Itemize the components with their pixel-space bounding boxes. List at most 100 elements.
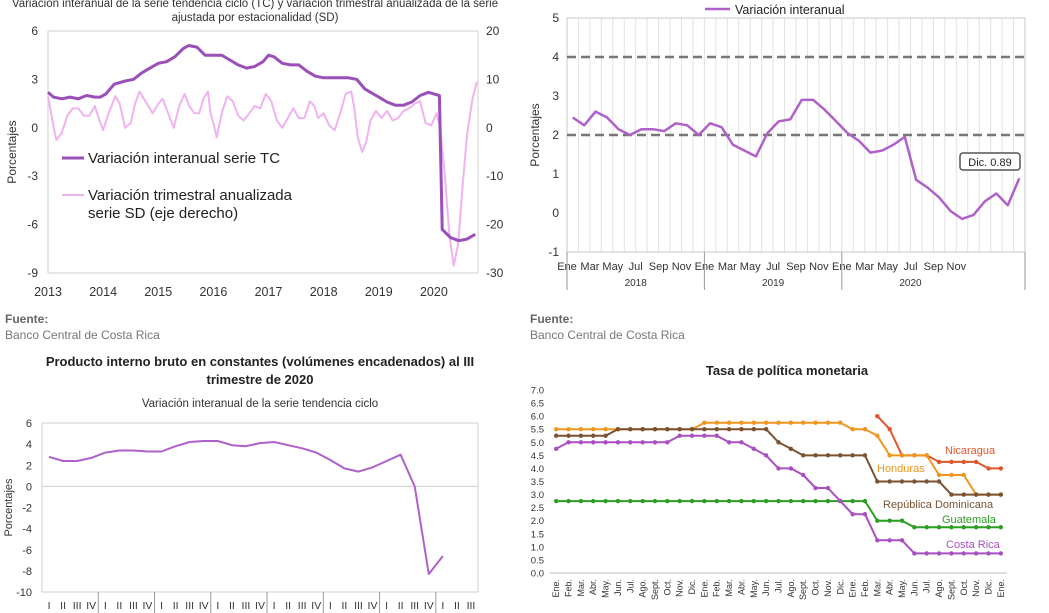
data-point	[689, 427, 695, 432]
x-tick-label: May	[602, 261, 623, 273]
x-tick-label: II	[229, 600, 235, 612]
chart-panel-tc-sd: Variación interanual de la serie tendenc…	[0, 0, 520, 305]
data-point	[702, 420, 707, 425]
y-tick-label: -6	[27, 218, 38, 232]
x-tick-label: Nov.	[823, 579, 833, 597]
data-point	[665, 440, 670, 445]
data-point	[628, 498, 633, 504]
x-tick-label: Jul	[629, 261, 643, 273]
x-tick-label: I	[160, 600, 163, 612]
x-tick-label: III	[73, 600, 82, 612]
data-point	[912, 453, 917, 458]
y-tick-label: 2.0	[531, 516, 544, 527]
data-point	[578, 498, 584, 504]
data-point	[714, 433, 719, 438]
data-point	[726, 440, 732, 445]
x-tick-label: Dic.	[835, 579, 845, 595]
data-point	[973, 525, 979, 530]
x-tick-label: I	[385, 600, 388, 612]
y2-tick-label: 10	[486, 72, 500, 86]
data-point	[566, 433, 571, 438]
x-tick-label: Ene.	[551, 579, 561, 598]
y-tick-label: -2	[22, 503, 32, 515]
y-axis-label: Porcentajes	[3, 478, 15, 537]
y-tick-label: -10	[16, 587, 32, 599]
data-point	[714, 498, 719, 504]
y-tick-label: 1.5	[531, 529, 544, 540]
x-tick-label: Mar	[580, 261, 599, 273]
data-point	[677, 433, 682, 438]
data-point	[998, 551, 1004, 556]
x-tick-label: May.	[897, 579, 907, 598]
data-point	[702, 498, 707, 504]
y2-tick-label: 0	[486, 121, 493, 135]
data-point	[702, 433, 707, 438]
data-point	[961, 551, 966, 556]
y-tick-label: -3	[27, 169, 38, 183]
x-tick-label: IV	[199, 600, 209, 612]
x-tick-label: II	[398, 600, 404, 612]
plot-frame	[47, 30, 479, 274]
annotation-box	[959, 152, 1021, 171]
x-tick-label: May	[877, 261, 898, 273]
x-tick-label: III	[467, 600, 476, 612]
x-tick-label: Sept.	[798, 579, 808, 600]
x-tick-label: I	[329, 600, 332, 612]
x-tick-label: Mar.	[724, 579, 734, 597]
x-tick-label: Nov.	[971, 579, 981, 597]
x-tick-label: IV	[143, 600, 153, 612]
data-point	[986, 492, 991, 497]
x-tick-label: Mar	[855, 261, 874, 273]
x-tick-label: May.	[749, 579, 759, 598]
data-point	[825, 485, 831, 491]
data-point	[776, 440, 781, 445]
x-tick-label: Jul.	[922, 579, 932, 593]
data-point	[887, 518, 892, 523]
data-point	[875, 433, 880, 438]
data-point	[776, 466, 781, 471]
data-point	[998, 525, 1004, 530]
data-point	[801, 498, 806, 504]
source-text-right: Banco Central de Costa Rica	[530, 328, 685, 342]
x-tick-label: II	[116, 600, 122, 612]
y-tick-label: -6	[22, 545, 32, 557]
chart-tpm: 7.0 6.5 6.0 5.5 5.0 4.5 4.0 3.5 3.0 2.5 2.0 1.5 1.0 0…	[531, 386, 1007, 600]
x-tick-label: Jun.	[909, 579, 919, 596]
data-point	[603, 433, 608, 438]
data-point	[825, 498, 831, 504]
y-tick-label: 2	[26, 460, 32, 472]
y-tick-label: 3	[552, 89, 559, 103]
data-point	[813, 498, 818, 504]
data-point	[776, 498, 781, 504]
x-tick-label: Jul	[766, 261, 780, 273]
data-point	[566, 427, 571, 432]
x-tick-label: Sep	[786, 261, 806, 273]
data-point	[875, 479, 880, 484]
x-tick-label: Ene.	[996, 579, 1006, 598]
data-point	[986, 525, 991, 530]
y-tick-label: 4.0	[531, 464, 544, 475]
data-point	[801, 420, 806, 425]
data-point	[763, 453, 769, 458]
x-tick-label: 2020	[420, 285, 448, 299]
y-tick-label: 4	[552, 50, 559, 64]
data-point	[591, 433, 596, 438]
x-tick-label: II	[454, 600, 460, 612]
data-point	[603, 498, 608, 504]
chart-subtitle: Variación interanual de la serie tendenc…	[141, 398, 379, 410]
y-axis-label: Porcentajes	[528, 103, 542, 166]
data-point	[862, 511, 868, 517]
x-tick-label: 2018	[310, 285, 338, 299]
data-point	[553, 427, 559, 432]
x-tick-label: Mar	[718, 261, 737, 273]
data-point	[553, 498, 559, 504]
data-point	[875, 538, 880, 543]
data-point	[714, 427, 719, 432]
data-point	[949, 525, 954, 530]
x-year-label: 2019	[762, 278, 785, 289]
data-point	[961, 472, 966, 478]
chart-panel-interanual: 5 4 3 2 1 0 -1 Porcentajes Ene Mar May Jul Sep Nov Ene…	[525, 0, 1049, 300]
x-tick-label: IV	[255, 600, 265, 612]
data-point	[875, 518, 880, 523]
